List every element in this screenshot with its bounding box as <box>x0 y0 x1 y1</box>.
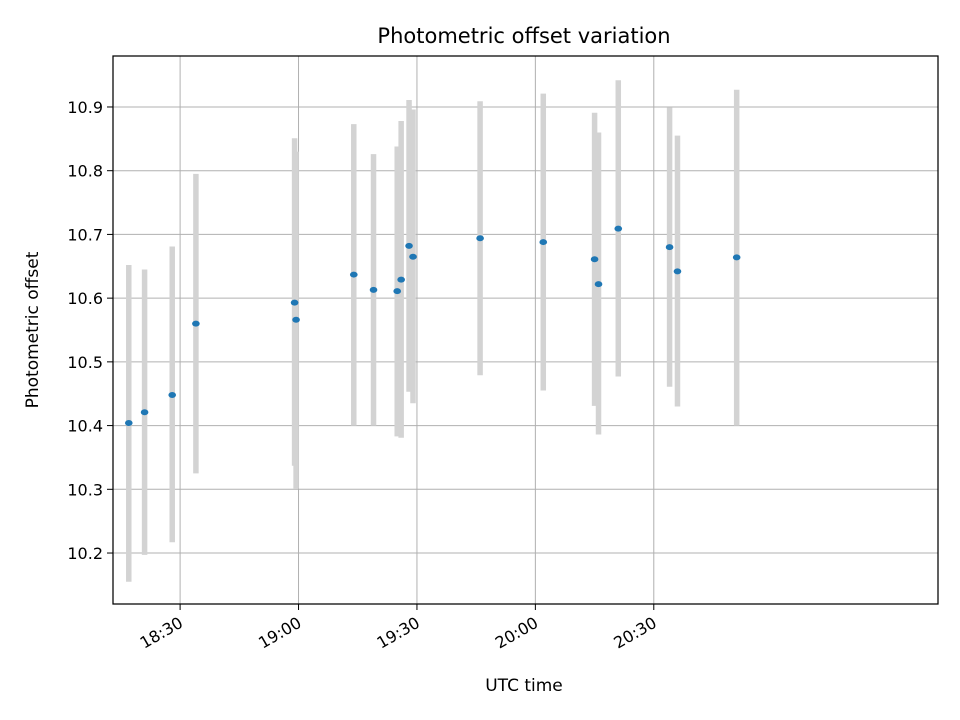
data-point-11 <box>409 253 417 260</box>
y-axis-title: Photometric offset <box>23 251 43 408</box>
y-tick-label-7: 10.9 <box>67 98 103 117</box>
plot-frame <box>112 55 939 605</box>
data-point-4 <box>290 299 299 306</box>
x-tick-label-2: 19:30 <box>374 613 423 653</box>
data-point-8 <box>393 288 402 295</box>
data-point-9 <box>397 276 405 283</box>
y-tick-label-2: 10.4 <box>67 417 103 436</box>
data-point-19 <box>732 254 741 261</box>
y-axis-ticks: 10.2 10.3 10.4 10.5 10.6 10.7 10.8 10.9 <box>67 98 113 563</box>
data-point-2 <box>168 391 177 398</box>
data-points <box>124 225 741 427</box>
chart-title: Photometric offset variation <box>377 24 670 48</box>
data-point-13 <box>539 239 548 246</box>
data-point-1 <box>140 409 149 416</box>
x-tick-label-1: 19:00 <box>255 613 304 653</box>
data-point-5 <box>292 316 300 323</box>
y-tick-label-0: 10.2 <box>67 544 103 563</box>
data-point-12 <box>476 235 484 242</box>
y-tick-label-5: 10.7 <box>67 225 103 244</box>
x-axis-title: UTC time <box>485 676 563 696</box>
data-point-3 <box>192 320 200 327</box>
data-point-7 <box>369 286 378 293</box>
error-bars <box>126 80 740 582</box>
data-point-14 <box>590 256 599 263</box>
x-tick-label-3: 20:00 <box>492 613 541 653</box>
data-point-0 <box>124 420 133 427</box>
x-tick-label-4: 20:30 <box>610 613 659 653</box>
data-point-6 <box>349 271 358 278</box>
y-tick-label-3: 10.5 <box>67 353 103 372</box>
data-point-18 <box>673 268 682 275</box>
data-point-16 <box>614 225 623 232</box>
data-point-17 <box>665 244 674 251</box>
data-point-15 <box>594 281 603 288</box>
data-point-10 <box>405 242 413 249</box>
x-tick-label-0: 18:30 <box>137 613 186 653</box>
x-axis-ticks: 18:30 19:00 19:30 20:00 20:30 <box>137 604 660 653</box>
y-tick-label-1: 10.3 <box>67 480 103 499</box>
y-tick-label-4: 10.6 <box>67 289 103 308</box>
gridlines <box>113 56 938 604</box>
y-tick-label-6: 10.8 <box>67 162 103 181</box>
